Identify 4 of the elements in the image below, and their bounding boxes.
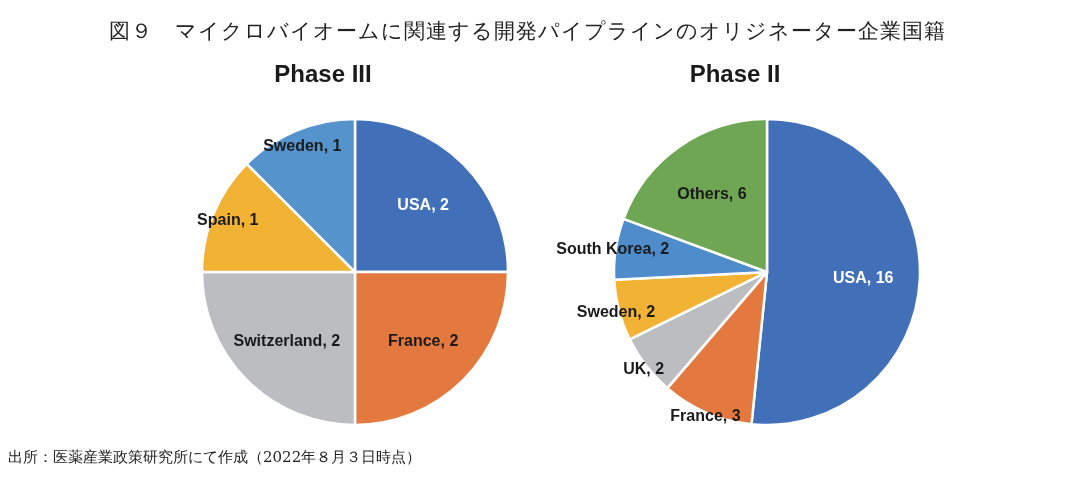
title: Phase III xyxy=(274,60,372,87)
title: 図９ マイクロバイオームに関連する開発パイプラインのオリジネーター企業国籍 xyxy=(108,19,946,43)
title: Phase II xyxy=(689,60,781,87)
annotation: 出所：医薬産業政策研究所にて作成（2022年８月３日時点） xyxy=(8,448,422,466)
